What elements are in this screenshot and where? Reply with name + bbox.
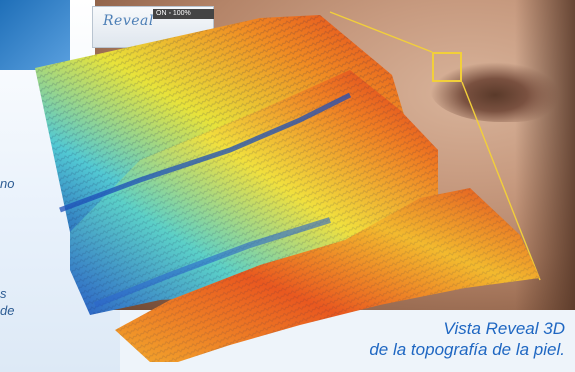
reveal-device: Reveal ON ◦ 100%	[92, 6, 214, 48]
left-text-fragment-1: no	[0, 176, 15, 191]
device-screen-label: ON ◦ 100%	[153, 9, 214, 19]
zoom-region-box	[432, 52, 462, 82]
caption: Vista Reveal 3D de la topografía de la p…	[369, 318, 565, 360]
corner-blue-accent	[0, 0, 70, 70]
hair-shadow	[515, 0, 575, 310]
left-text-fragment-3: de	[0, 303, 15, 318]
left-text-fragment-2: s	[0, 286, 7, 301]
caption-line-2: de la topografía de la piel.	[369, 340, 565, 359]
reveal-logo: Reveal	[103, 13, 154, 29]
caption-line-1: Vista Reveal 3D	[443, 319, 565, 338]
